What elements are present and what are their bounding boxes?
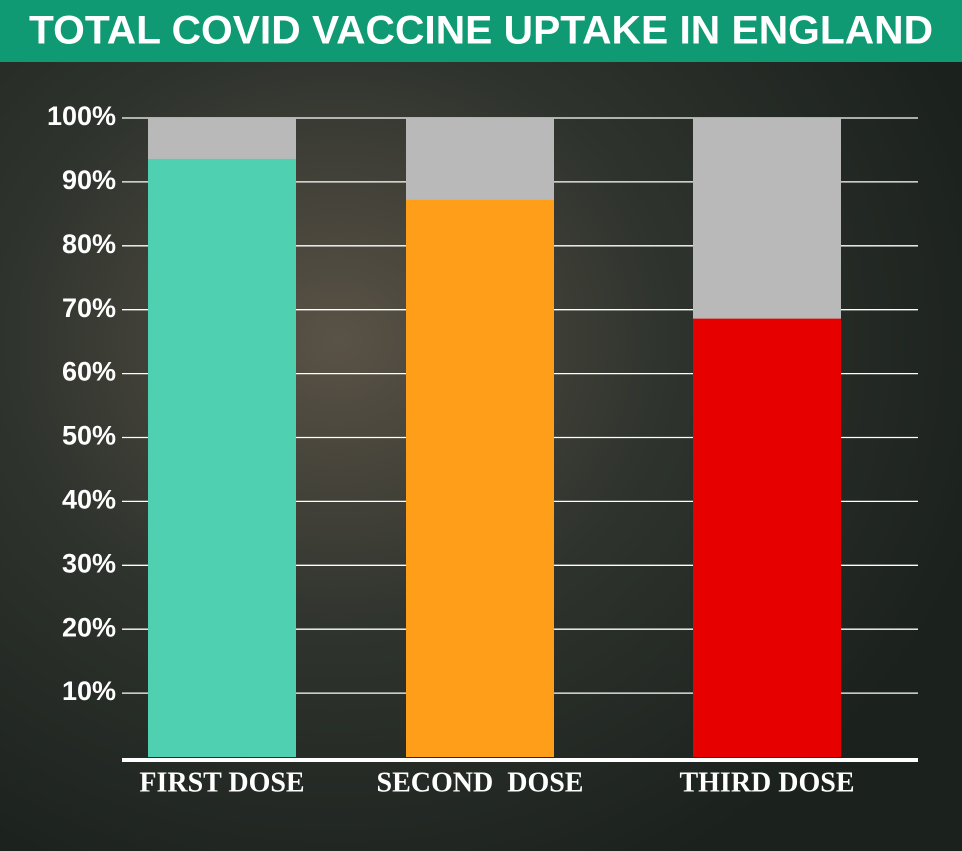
x-tick-label: THIRD DOSE (679, 767, 854, 798)
y-tick-label: 30% (62, 548, 116, 578)
title-bar (0, 0, 962, 62)
y-tick-label: 10% (62, 676, 116, 706)
y-tick-label: 70% (62, 293, 116, 323)
y-tick-label: 100% (47, 101, 116, 131)
x-tick-label: FIRST DOSE (139, 767, 304, 798)
y-tick-label: 20% (62, 612, 116, 642)
y-tick-label: 60% (62, 357, 116, 387)
y-tick-label: 80% (62, 229, 116, 259)
x-tick-label: SECOND DOSE (377, 767, 584, 798)
y-tick-label: 50% (62, 421, 116, 451)
bar (148, 158, 296, 757)
y-tick-label: 90% (62, 165, 116, 195)
bar (406, 199, 554, 758)
chart-title: TOTAL COVID VACCINE UPTAKE IN ENGLAND (29, 9, 933, 53)
y-tick-label: 40% (62, 485, 116, 515)
bar (693, 318, 841, 757)
